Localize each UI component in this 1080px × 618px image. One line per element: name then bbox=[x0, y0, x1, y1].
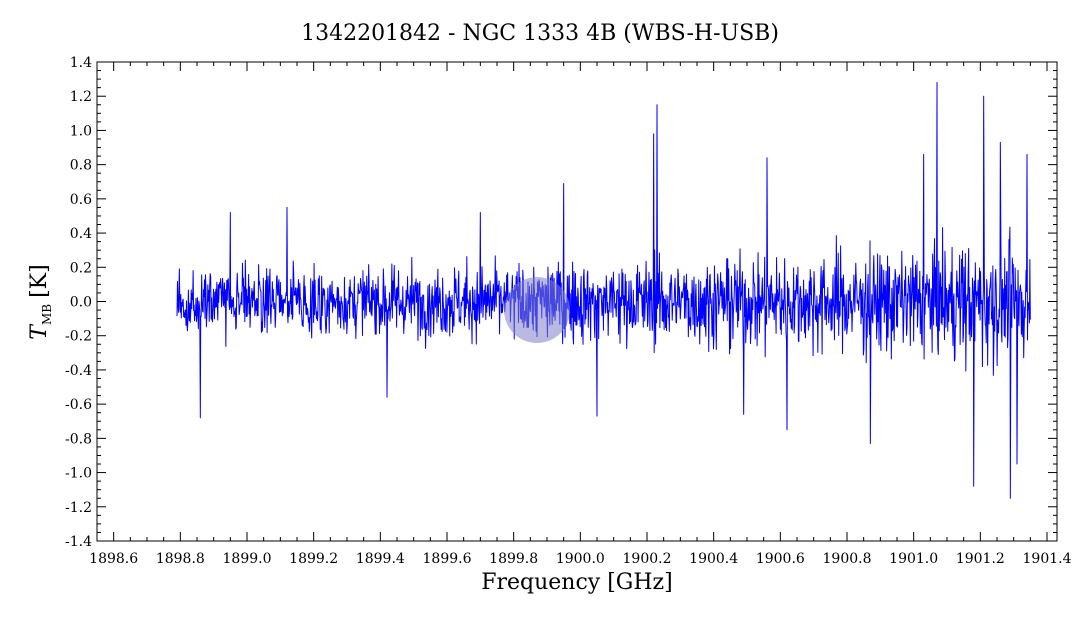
x-tick-label: 1899.8 bbox=[489, 551, 538, 567]
y-tick-label: 0.6 bbox=[70, 192, 92, 208]
x-tick-label: 1901.4 bbox=[1023, 551, 1072, 567]
y-axis-label-symbol: T bbox=[27, 323, 52, 340]
spectrum-line bbox=[176, 82, 1031, 499]
x-tick-label: 1899.2 bbox=[289, 551, 338, 567]
x-tick-label: 1898.8 bbox=[156, 551, 205, 567]
y-tick-label: -0.6 bbox=[65, 397, 92, 413]
highlight-marker bbox=[504, 277, 570, 344]
y-axis-label-unit: [K] bbox=[27, 264, 52, 298]
y-axis-ticks: 1.4 1.2 1.0 0.8 0.6 0.4 0.2 0.0 -0.2 -0.4 -0.6 -0.8… bbox=[65, 55, 1057, 550]
y-tick-label: 0.0 bbox=[70, 295, 92, 311]
x-tick-label: 1898.6 bbox=[89, 551, 138, 567]
x-tick-label: 1899.0 bbox=[223, 551, 272, 567]
x-tick-label: 1900.0 bbox=[556, 551, 605, 567]
x-axis-label: Frequency [GHz] bbox=[481, 570, 673, 595]
y-axis-label: TMB [K] bbox=[27, 264, 54, 339]
y-axis-label-subscript: MB bbox=[40, 304, 54, 325]
plot-area bbox=[176, 82, 1031, 499]
y-tick-label: -1.2 bbox=[65, 500, 92, 516]
x-tick-label: 1900.2 bbox=[623, 551, 672, 567]
series-layer bbox=[176, 82, 1031, 499]
y-tick-label: -1.0 bbox=[65, 466, 92, 482]
y-tick-label: 1.0 bbox=[70, 123, 92, 139]
x-tick-label: 1900.4 bbox=[689, 551, 738, 567]
x-tick-label: 1900.8 bbox=[823, 551, 872, 567]
x-tick-label: 1900.6 bbox=[756, 551, 805, 567]
x-tick-label: 1899.4 bbox=[356, 551, 405, 567]
y-tick-label: 1.4 bbox=[70, 55, 92, 71]
y-tick-label: -1.4 bbox=[65, 534, 92, 550]
svg-text:TMB[K]: TMB [K] bbox=[27, 264, 54, 339]
y-tick-label: 0.2 bbox=[70, 260, 92, 276]
y-tick-label: -0.4 bbox=[65, 363, 92, 379]
x-axis-ticks: 1898.6 1898.8 1899.0 1899.2 1899.4 1899.6 1899… bbox=[89, 62, 1072, 567]
x-tick-label: 1901.0 bbox=[889, 551, 938, 567]
y-tick-label: -0.2 bbox=[65, 329, 92, 345]
y-tick-label: -0.8 bbox=[65, 431, 92, 447]
y-tick-label: 1.2 bbox=[70, 89, 92, 105]
x-tick-label: 1899.6 bbox=[423, 551, 472, 567]
chart-title: 1342201842 - NGC 1333 4B (WBS-H-USB) bbox=[301, 21, 779, 46]
y-tick-label: 0.8 bbox=[70, 158, 92, 174]
y-tick-label: 0.4 bbox=[70, 226, 92, 242]
x-tick-label: 1901.2 bbox=[956, 551, 1005, 567]
